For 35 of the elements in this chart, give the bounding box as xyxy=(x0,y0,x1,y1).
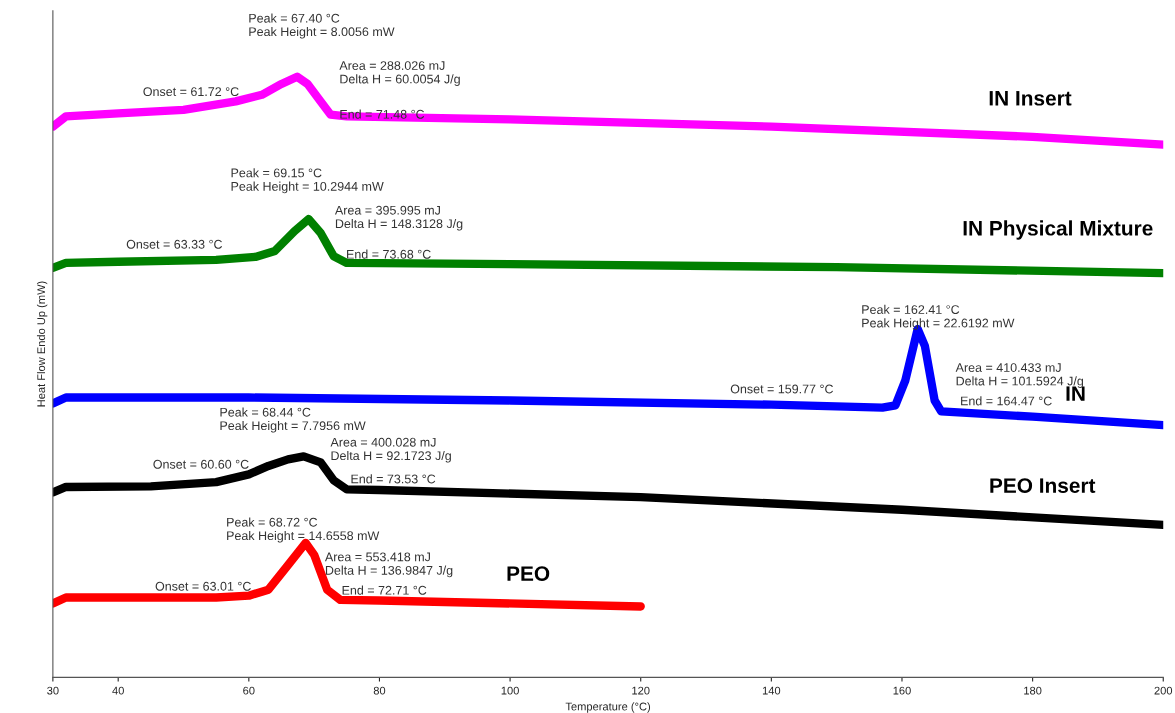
y-axis-title: Heat Flow Endo Up (mW) xyxy=(36,281,48,407)
x-tick-label: 80 xyxy=(373,686,386,695)
annotation: Onset = 63.01 °C xyxy=(155,581,251,591)
annotation: Area = 400.028 mJ Delta H = 92.1723 J/g xyxy=(330,437,451,463)
text: Peak = 67.40 °C Peak Height = 8.0056 mW xyxy=(249,13,395,39)
annotation: End = 73.68 °C xyxy=(347,249,431,259)
x-tick-label: 140 xyxy=(762,686,781,695)
annotation: Onset = 159.77 °C xyxy=(730,384,834,394)
annotation: Peak = 69.15 °C Peak Height = 10.2944 mW xyxy=(231,168,384,194)
annotation: Onset = 63.33 °C xyxy=(126,239,223,249)
series-label: IN xyxy=(1066,386,1085,401)
annotation: End = 164.47 °C xyxy=(961,396,1052,406)
x-tick-label: 200 xyxy=(1154,686,1173,695)
x-tick-label: 40 xyxy=(112,686,124,695)
series-label: IN Physical Mixture xyxy=(963,220,1153,240)
x-tick-label: 30 xyxy=(47,686,59,695)
annotation: Area = 395.995 mJ Delta H = 148.3128 J/g xyxy=(334,205,463,231)
x-tick-label: 160 xyxy=(893,686,911,695)
annotation: Onset = 61.72 °C xyxy=(143,87,239,97)
annotation: Area = 553.418 mJ Delta H = 136.9847 J/g xyxy=(324,552,453,578)
x-tick-label: 60 xyxy=(243,686,255,695)
annotation: Peak = 162.41 °C Peak Height = 22.6192 mW xyxy=(862,304,1015,330)
annotation: Onset = 60.60 °C xyxy=(153,459,249,469)
annotation: Peak = 68.44 °C Peak Height = 7.7956 mW xyxy=(220,407,366,433)
annotation: Area = 288.026 mJ Delta H = 60.0054 J/g xyxy=(339,61,460,86)
series-label: PEO Insert xyxy=(990,478,1096,493)
x-tick-label: 120 xyxy=(632,686,650,695)
annotation: End = 73.53 °C xyxy=(351,474,436,484)
annotation: End = 72.71 °C xyxy=(342,585,427,595)
annotation: Peak = 68.72 °C Peak Height = 14.6558 mW xyxy=(227,517,380,543)
series-label: PEO xyxy=(507,566,550,581)
x-axis-title: Temperature (°C) xyxy=(565,702,651,713)
x-tick-label: 100 xyxy=(501,686,519,695)
x-tick-label: 180 xyxy=(1024,686,1042,695)
series-label: IN Insert xyxy=(989,91,1072,106)
